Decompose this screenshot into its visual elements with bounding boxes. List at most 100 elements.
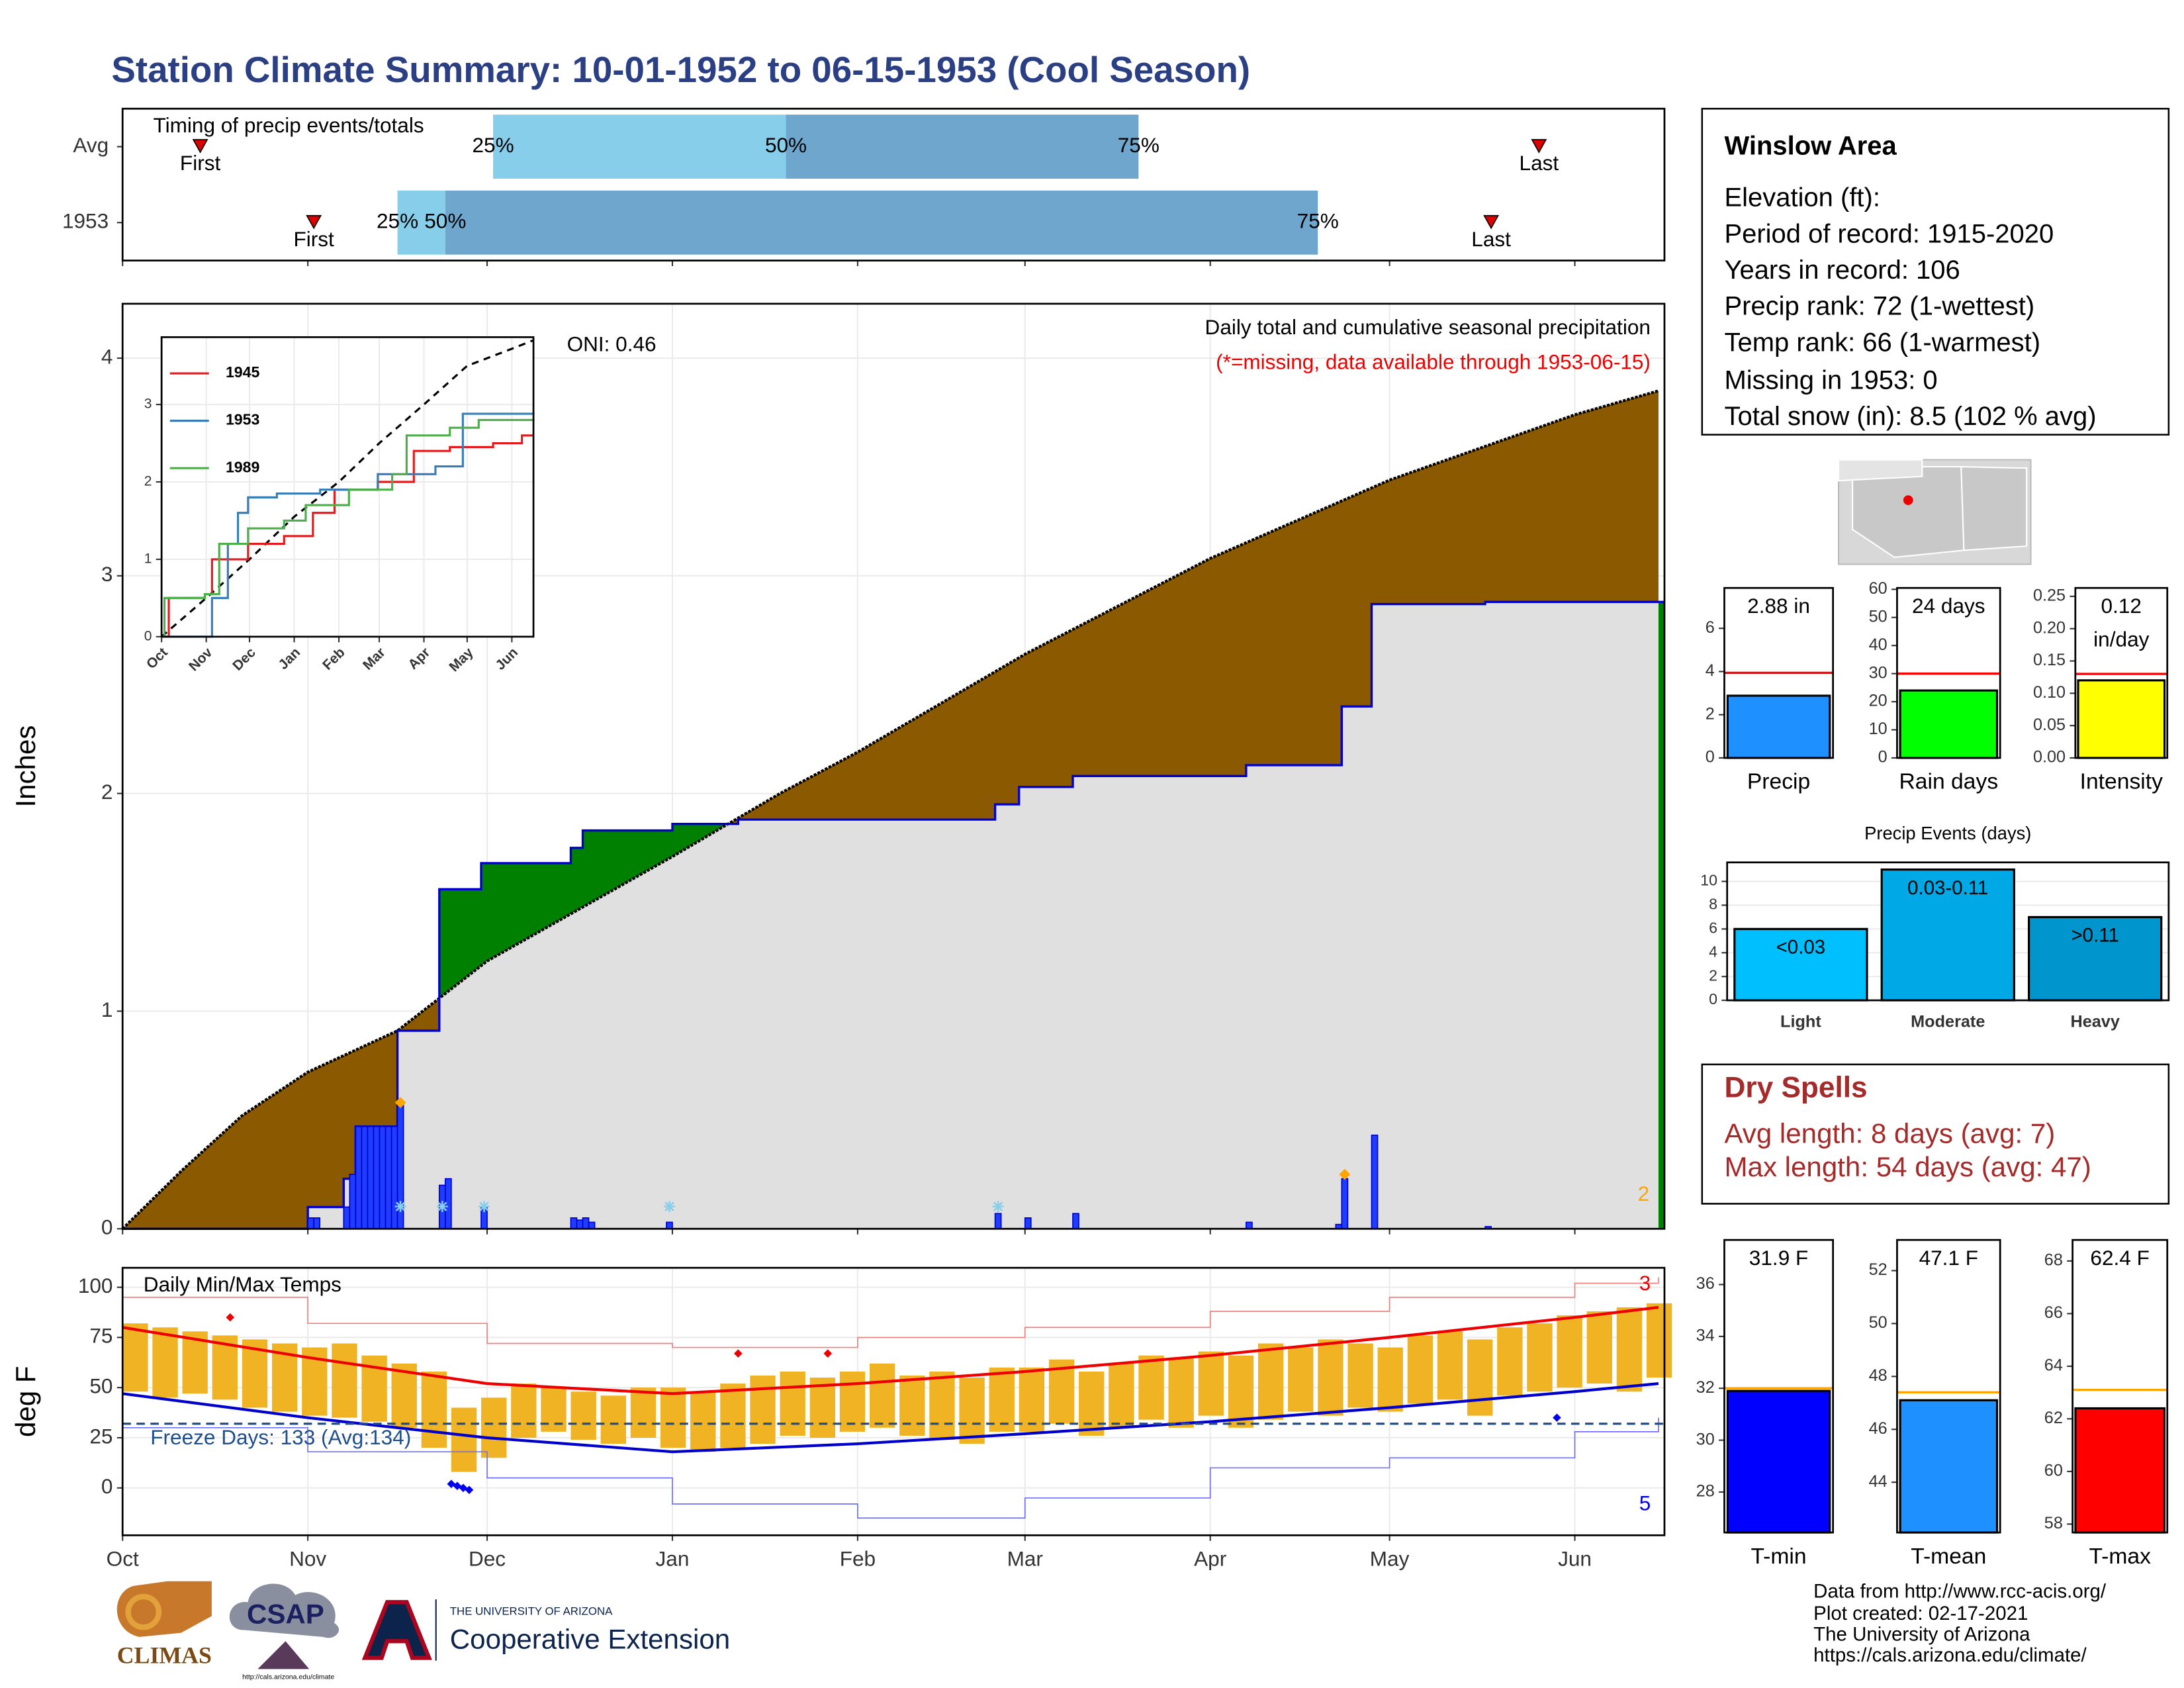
bar — [1726, 1389, 1831, 1534]
value-label: 47.1 F — [1919, 1246, 1979, 1271]
temp-range-bar — [869, 1363, 895, 1428]
value-label-box: 0.12 in/day — [2093, 595, 2149, 652]
largest-marker — [394, 1097, 406, 1108]
normal-min-line — [122, 1382, 1659, 1454]
bar — [1899, 689, 1999, 759]
y-tick-label: 48 — [1869, 1366, 1888, 1385]
daily-bar — [390, 1125, 398, 1230]
x-tick-label: Intensity — [2080, 770, 2163, 794]
y-tick-label: 6 — [1709, 919, 1717, 936]
y-tick-label: 34 — [1696, 1327, 1715, 1345]
average-line — [121, 389, 1659, 1230]
missing-marker — [394, 1201, 406, 1213]
temp-range-bar — [839, 1371, 866, 1432]
y-tick-label: 0 — [1709, 990, 1717, 1008]
record-min-line — [122, 1417, 1659, 1519]
y-tick-label: 50 — [89, 1374, 113, 1398]
y-axis-label: deg F — [10, 1366, 41, 1437]
value-label-box: 31.9 F — [1749, 1247, 1809, 1271]
missing-marker — [664, 1201, 675, 1213]
panel-frame — [121, 107, 1666, 261]
locator-map — [1838, 459, 2032, 565]
daily-bar — [367, 1125, 375, 1230]
temp-range-bar — [421, 1371, 447, 1448]
panel-frame — [1896, 1239, 2001, 1534]
bar — [2077, 679, 2166, 759]
csap-logo: CSAP http://cals.arizona.edu/climate — [229, 1583, 340, 1681]
y-tick-label: 2 — [1709, 966, 1717, 984]
y-tick-label: 30 — [1696, 1430, 1715, 1448]
y-tick-label: 4 — [101, 344, 113, 368]
footer-line: Plot created: 02-17-2021 — [1813, 1603, 2028, 1624]
percent-label: 50% — [765, 133, 807, 157]
row-label: Avg — [73, 133, 109, 157]
temp-range-bar — [1527, 1323, 1553, 1392]
bar — [1899, 1399, 1999, 1534]
daily-bar — [588, 1221, 596, 1230]
y-tick-label: 64 — [2044, 1356, 2063, 1375]
y-tick-label: 30 — [1869, 663, 1888, 682]
missing-marker — [992, 1201, 1004, 1213]
temp-range-bar — [332, 1343, 357, 1418]
panel-frame — [121, 303, 1666, 1230]
temp-range-bar — [1198, 1351, 1224, 1416]
panel-background — [161, 337, 534, 637]
y-tick-label: 52 — [1869, 1260, 1888, 1279]
legend-label: 1953 — [226, 411, 260, 428]
y-tick-label: 1 — [144, 551, 152, 566]
daily-bar — [1024, 1217, 1032, 1230]
y-tick-label: 32 — [1696, 1378, 1715, 1397]
temp-range-bar — [600, 1395, 626, 1444]
marker-label: First — [294, 227, 335, 251]
panel-frame — [2074, 586, 2169, 759]
temp-range-bar — [1646, 1303, 1672, 1378]
missing-marker — [436, 1201, 448, 1213]
count-label: 5 — [1639, 1491, 1651, 1515]
legend-label: 1989 — [226, 458, 260, 475]
panel-frame — [1723, 1239, 1835, 1534]
temp-range-bar — [1109, 1363, 1134, 1428]
value-label-box: 2.88 in — [1747, 595, 1810, 619]
y-tick-label: 10 — [1869, 720, 1888, 738]
y-tick-label: 2 — [101, 780, 113, 804]
freeze-label: Freeze Days: 133 (Avg:134) — [150, 1425, 411, 1449]
y-tick-label: 25 — [89, 1424, 113, 1448]
timing-bar — [397, 190, 445, 255]
page-title: Station Climate Summary: 10-01-1952 to 0… — [111, 49, 1250, 90]
panel-title: Daily total and cumulative seasonal prec… — [1205, 315, 1651, 339]
panel-frame — [1723, 586, 1835, 759]
timing-marker — [1483, 214, 1500, 230]
panel-frame — [121, 1266, 1666, 1536]
daily-bar — [1072, 1213, 1079, 1230]
value-label-box: 62.4 F — [2090, 1247, 2150, 1271]
y-tick-label: 60 — [1869, 579, 1888, 598]
daily-bar — [576, 1219, 584, 1230]
y-tick-label: 0 — [144, 628, 152, 643]
temp-range-bar — [1616, 1307, 1643, 1392]
y-tick-label: 0.00 — [2033, 748, 2066, 767]
y-tick-label: 2 — [144, 474, 152, 489]
temp-range-bar — [929, 1371, 955, 1440]
count-label: 2 — [1638, 1182, 1650, 1205]
bar — [1726, 694, 1831, 759]
percent-label: 25% — [377, 209, 418, 233]
record-high-marker — [733, 1349, 743, 1358]
daily-bar — [1341, 1178, 1349, 1230]
y-tick-label: 28 — [1696, 1482, 1715, 1501]
daily-bar — [361, 1125, 369, 1230]
panel-frame — [1726, 861, 2170, 1002]
timing-marker — [192, 139, 208, 154]
temp-range-bar — [1586, 1311, 1612, 1384]
y-tick-label: 3 — [101, 562, 113, 586]
dry-spell-line: Max length: 54 days (avg: 47) — [1724, 1151, 2091, 1182]
y-tick-label: 68 — [2044, 1251, 2063, 1270]
temp-range-bar — [391, 1363, 417, 1428]
temp-range-bar — [570, 1391, 596, 1440]
y-tick-label: 58 — [2044, 1514, 2063, 1532]
series-line — [161, 418, 535, 638]
daily-bar — [666, 1221, 673, 1230]
temp-range-bar — [1288, 1347, 1314, 1412]
temp-range-bar — [122, 1323, 148, 1392]
info-line: Years in record: 106 — [1724, 256, 1960, 285]
